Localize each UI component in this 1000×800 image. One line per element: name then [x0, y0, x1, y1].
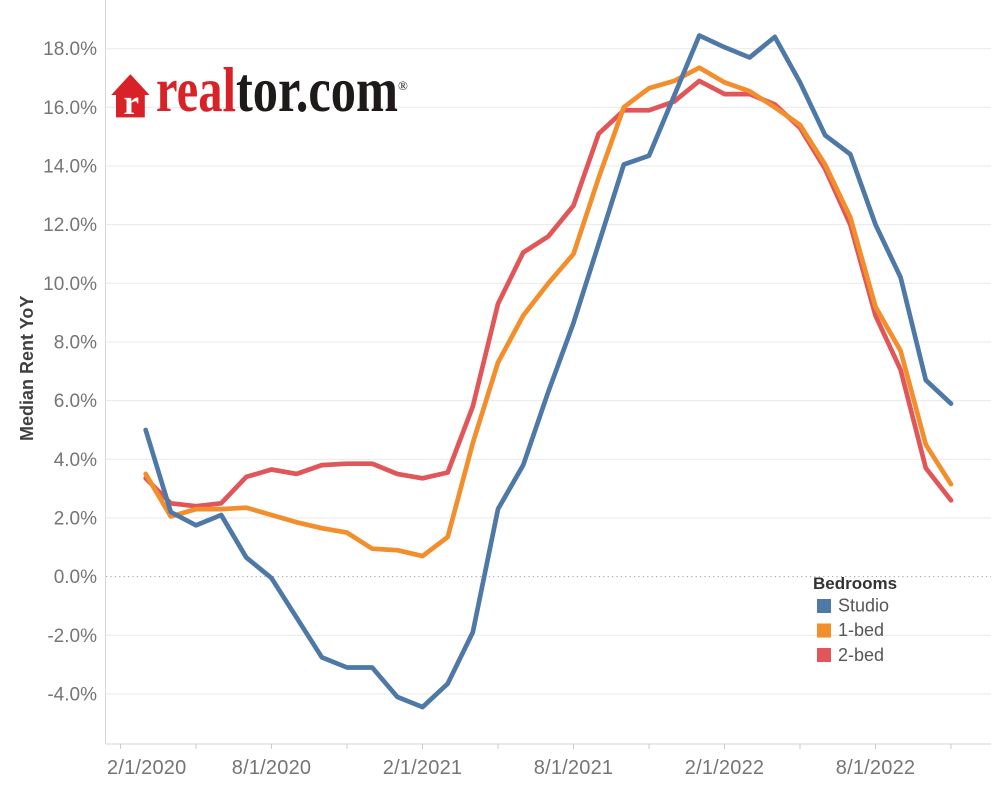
svg-text:8/1/2021: 8/1/2021 [534, 757, 613, 779]
svg-text:18.0%: 18.0% [43, 39, 97, 60]
svg-text:8/1/2020: 8/1/2020 [232, 757, 311, 779]
svg-text:®: ® [398, 78, 408, 93]
svg-text:2/1/2021: 2/1/2021 [383, 757, 462, 779]
svg-text:12.0%: 12.0% [43, 215, 97, 236]
svg-text:10.0%: 10.0% [43, 274, 97, 295]
svg-text:Studio: Studio [838, 596, 889, 616]
svg-text:Median Rent YoY: Median Rent YoY [17, 296, 37, 441]
svg-text:2.0%: 2.0% [54, 508, 97, 529]
svg-text:r: r [124, 83, 140, 122]
svg-text:2/1/2020: 2/1/2020 [107, 757, 186, 779]
svg-text:6.0%: 6.0% [54, 391, 97, 412]
svg-text:1-bed: 1-bed [838, 620, 884, 640]
svg-text:-4.0%: -4.0% [47, 684, 97, 705]
svg-text:8.0%: 8.0% [54, 333, 97, 354]
svg-text:16.0%: 16.0% [43, 98, 97, 119]
svg-text:14.0%: 14.0% [43, 157, 97, 178]
svg-text:2/1/2022: 2/1/2022 [685, 757, 764, 779]
svg-text:real: real [156, 54, 236, 125]
svg-text:0.0%: 0.0% [54, 567, 97, 588]
svg-text:4.0%: 4.0% [54, 450, 97, 471]
svg-text:-2.0%: -2.0% [47, 626, 97, 647]
svg-text:8/1/2022: 8/1/2022 [836, 757, 915, 779]
svg-text:tor.com: tor.com [236, 54, 398, 125]
svg-text:Bedrooms: Bedrooms [813, 574, 897, 593]
svg-text:2-bed: 2-bed [838, 645, 884, 665]
